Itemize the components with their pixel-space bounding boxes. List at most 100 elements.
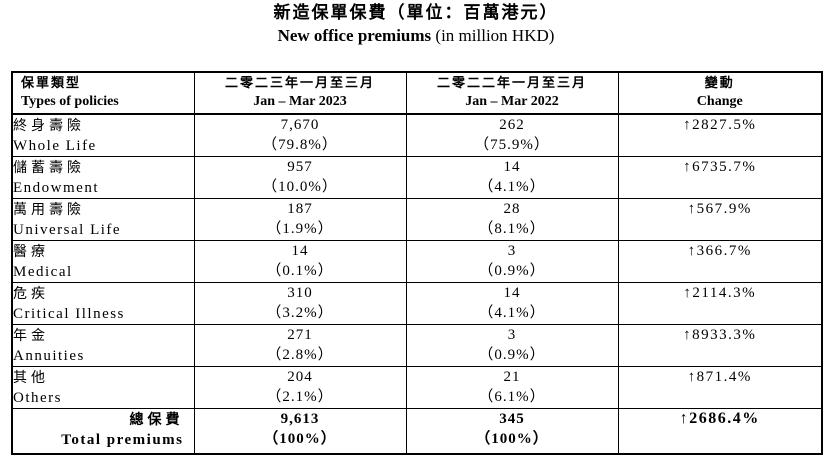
share-2022: （0.9%）	[478, 347, 546, 363]
change-value: ↑2114.3%	[683, 285, 757, 301]
share-2023: （0.1%）	[266, 263, 334, 279]
value-2022: 21	[503, 369, 521, 385]
value-2022: 3	[507, 243, 517, 259]
change-value: ↑2827.5%	[683, 117, 757, 133]
header-2023-zh: 二零二三年一月至三月	[224, 76, 375, 91]
policy-type-cell: 儲蓄壽險 Endowment	[11, 156, 195, 199]
share-2023: （79.8%）	[262, 137, 338, 153]
table-row: 萬用壽險 Universal Life 187 （1.9%） 28 （8.1%）…	[11, 198, 823, 241]
table-row: 其他 Others 204 （2.1%） 21 （6.1%） ↑871.4%	[11, 366, 823, 409]
value-2023-cell: 7,670 （79.8%）	[193, 113, 407, 157]
share-2022: （4.1%）	[478, 305, 546, 321]
share-2022: （8.1%）	[478, 221, 546, 237]
policy-type-cell: 其他 Others	[11, 366, 195, 409]
value-2023-cell: 187 （1.9%）	[193, 198, 407, 241]
total-label-zh: 總保費	[129, 412, 184, 428]
header-change-en: Change	[696, 94, 743, 109]
total-value-2023: 9,613	[280, 411, 320, 427]
value-2023: 7,670	[280, 117, 320, 133]
value-2022-cell: 14 （4.1%）	[405, 156, 619, 199]
total-change-cell: ↑2686.4%	[617, 408, 823, 455]
value-2023-cell: 204 （2.1%）	[193, 366, 407, 409]
policy-type-zh: 醫療	[13, 244, 49, 260]
policy-type-en: Universal Life	[13, 222, 122, 238]
total-label-cell: 總保費 Total premiums	[11, 408, 195, 455]
table-row: 儲蓄壽險 Endowment 957 （10.0%） 14 （4.1%） ↑67…	[11, 156, 823, 199]
title-english-bold: New office premiums	[277, 26, 432, 45]
header-2023: 二零二三年一月至三月 Jan – Mar 2023	[193, 71, 407, 115]
total-change-value: ↑2686.4%	[679, 410, 760, 427]
share-2023: （2.8%）	[266, 347, 334, 363]
share-2023: （10.0%）	[262, 179, 338, 195]
change-cell: ↑366.7%	[617, 240, 823, 283]
table-row: 危疾 Critical Illness 310 （3.2%） 14 （4.1%）…	[11, 282, 823, 325]
value-2023: 14	[291, 243, 309, 259]
value-2023-cell: 271 （2.8%）	[193, 324, 407, 367]
table-row: 醫療 Medical 14 （0.1%） 3 （0.9%） ↑366.7%	[11, 240, 823, 283]
title-chinese: 新造保單保費（單位：百萬港元）	[273, 3, 559, 23]
policy-type-en: Whole Life	[13, 138, 97, 154]
change-value: ↑6735.7%	[683, 159, 757, 175]
total-share-2023: （100%）	[263, 431, 337, 447]
page-title: 新造保單保費（單位：百萬港元） New office premiums (in …	[0, 0, 832, 47]
value-2022-cell: 28 （8.1%）	[405, 198, 619, 241]
policy-type-zh: 危疾	[13, 286, 49, 302]
policy-type-en: Medical	[13, 264, 73, 280]
value-2022-cell: 14 （4.1%）	[405, 282, 619, 325]
policy-type-zh: 萬用壽險	[13, 202, 85, 218]
policy-type-en: Endowment	[13, 180, 99, 196]
policy-type-cell: 終身壽險 Whole Life	[11, 113, 195, 157]
change-cell: ↑871.4%	[617, 366, 823, 409]
total-share-2022: （100%）	[475, 431, 549, 447]
policy-type-zh: 其他	[13, 370, 49, 386]
title-english-unit: (in million HKD)	[431, 26, 555, 45]
value-2022: 3	[507, 327, 517, 343]
header-change: 變動 Change	[617, 71, 823, 115]
title-english: New office premiums (in million HKD)	[0, 25, 832, 47]
change-value: ↑8933.3%	[683, 327, 757, 343]
header-2023-en: Jan – Mar 2023	[253, 94, 347, 109]
policy-type-cell: 醫療 Medical	[11, 240, 195, 283]
header-policy-type-en: Types of policies	[21, 94, 119, 109]
header-2022-zh: 二零二二年一月至三月	[436, 76, 587, 91]
share-2022: （4.1%）	[478, 179, 546, 195]
total-row: 總保費 Total premiums 9,613 （100%） 345 （100…	[11, 408, 823, 455]
value-2023: 271	[287, 327, 313, 343]
value-2023: 310	[287, 285, 313, 301]
change-cell: ↑2827.5%	[617, 113, 823, 157]
share-2023: （2.1%）	[266, 389, 334, 405]
value-2023-cell: 14 （0.1%）	[193, 240, 407, 283]
policy-type-zh: 年金	[13, 328, 49, 344]
change-cell: ↑2114.3%	[617, 282, 823, 325]
share-2022: （6.1%）	[478, 389, 546, 405]
share-2022: （0.9%）	[478, 263, 546, 279]
header-2022: 二零二二年一月至三月 Jan – Mar 2022	[405, 71, 619, 115]
share-2023: （3.2%）	[266, 305, 334, 321]
total-label-en: Total premiums	[61, 432, 184, 448]
policy-type-en: Critical Illness	[13, 306, 125, 322]
value-2022: 14	[503, 285, 521, 301]
value-2023: 957	[287, 159, 313, 175]
change-cell: ↑567.9%	[617, 198, 823, 241]
value-2022: 14	[503, 159, 521, 175]
share-2022: （75.9%）	[474, 137, 550, 153]
header-2022-en: Jan – Mar 2022	[465, 94, 559, 109]
total-value-2022: 345	[499, 411, 525, 427]
policy-type-cell: 萬用壽險 Universal Life	[11, 198, 195, 241]
value-2022: 262	[499, 117, 525, 133]
value-2022-cell: 3 （0.9%）	[405, 240, 619, 283]
change-value: ↑871.4%	[687, 369, 752, 385]
change-value: ↑567.9%	[687, 201, 752, 217]
header-change-zh: 變動	[704, 76, 735, 91]
total-2023-cell: 9,613 （100%）	[193, 408, 407, 455]
policy-type-en: Annuities	[13, 348, 85, 364]
value-2023-cell: 957 （10.0%）	[193, 156, 407, 199]
policy-type-zh: 終身壽險	[13, 118, 85, 134]
policy-type-cell: 危疾 Critical Illness	[11, 282, 195, 325]
value-2023-cell: 310 （3.2%）	[193, 282, 407, 325]
change-value: ↑366.7%	[687, 243, 752, 259]
total-2022-cell: 345 （100%）	[405, 408, 619, 455]
header-policy-type: 保單類型 Types of policies	[11, 71, 195, 115]
change-cell: ↑8933.3%	[617, 324, 823, 367]
table-row: 終身壽險 Whole Life 7,670 （79.8%） 262 （75.9%…	[11, 113, 823, 157]
